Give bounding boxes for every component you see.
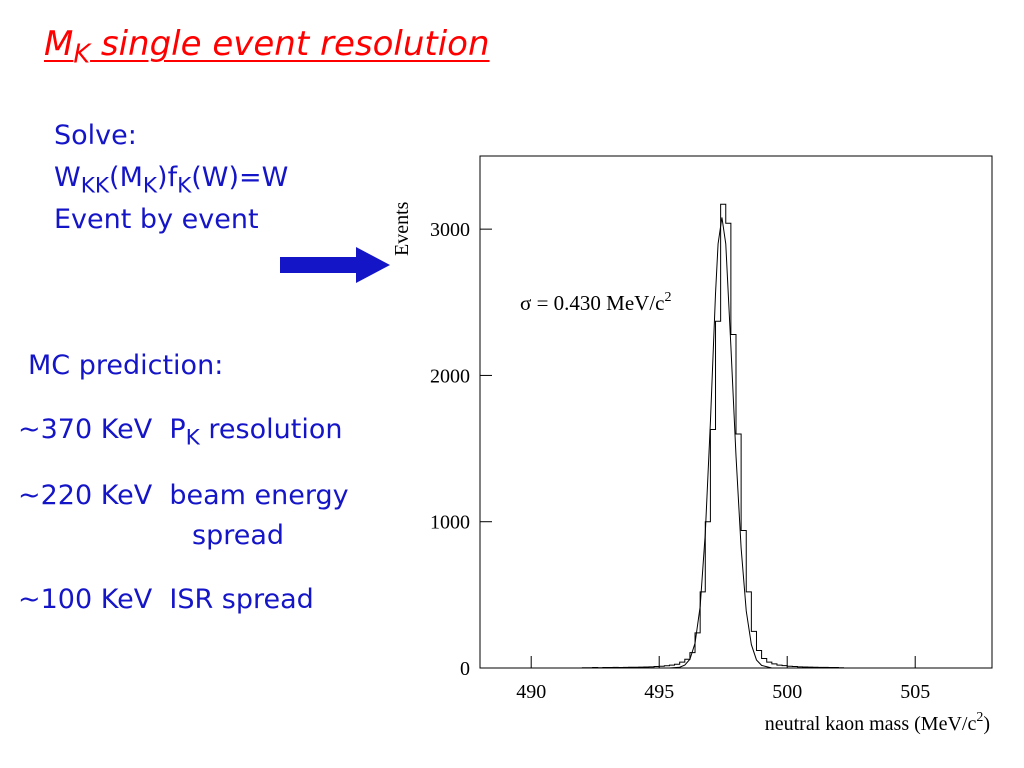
y-tick-label: 0 bbox=[460, 658, 470, 680]
mc-value: ~220 KeV bbox=[18, 480, 153, 511]
eq-sub: K bbox=[177, 173, 192, 199]
solve-note: Event by event bbox=[54, 204, 259, 235]
right-arrow-icon bbox=[280, 247, 390, 283]
x-tick-label: 505 bbox=[900, 681, 930, 703]
y-tick-label: 2000 bbox=[430, 365, 470, 387]
mc-item-pk: ~370 KeV PK resolution bbox=[18, 414, 343, 449]
y-axis-label: Events bbox=[391, 201, 413, 256]
eq-part: W bbox=[54, 162, 81, 193]
fit-curve bbox=[669, 217, 772, 669]
mc-text: ISR spread bbox=[169, 584, 314, 615]
histogram-series bbox=[581, 203, 845, 669]
mc-sub: K bbox=[185, 425, 200, 451]
x-axis-label: neutral kaon mass (MeV/c2) bbox=[765, 710, 990, 735]
solve-equation: WKK(MK)fK(W)=W bbox=[54, 162, 289, 197]
eq-sub: K bbox=[142, 173, 158, 199]
sigma-annotation: σ = 0.430 MeV/c2 bbox=[520, 290, 671, 315]
x-tick-label: 495 bbox=[644, 681, 674, 703]
mc-label: MC prediction: bbox=[28, 350, 224, 381]
mass-histogram: Events 0 1000 2000 3000 490 495 500 505 σ = 0.… bbox=[391, 155, 993, 735]
mc-item-isr: ~100 KeV ISR spread bbox=[18, 586, 314, 613]
mc-value: ~370 KeV bbox=[18, 414, 153, 445]
y-tick-label: 3000 bbox=[430, 219, 470, 241]
x-tick-label: 490 bbox=[516, 681, 546, 703]
solve-label: Solve: bbox=[54, 120, 137, 151]
slide-title: MK single event resolution bbox=[44, 24, 490, 70]
mc-value: ~100 KeV bbox=[18, 584, 153, 615]
mc-text: beam energy bbox=[169, 480, 349, 511]
eq-part: (M bbox=[109, 162, 143, 193]
y-tick-label: 1000 bbox=[430, 512, 470, 534]
mc-item-beam: ~220 KeV beam energy bbox=[18, 482, 349, 509]
plot-frame bbox=[479, 155, 993, 669]
mc-text: P bbox=[169, 414, 186, 445]
eq-part: )f bbox=[157, 162, 178, 193]
x-tick-label: 500 bbox=[772, 681, 802, 703]
eq-sub: KK bbox=[80, 173, 110, 199]
mc-item-beam-line2: spread bbox=[192, 520, 285, 551]
mc-text: resolution bbox=[199, 414, 343, 445]
eq-part: (W)=W bbox=[191, 162, 289, 193]
